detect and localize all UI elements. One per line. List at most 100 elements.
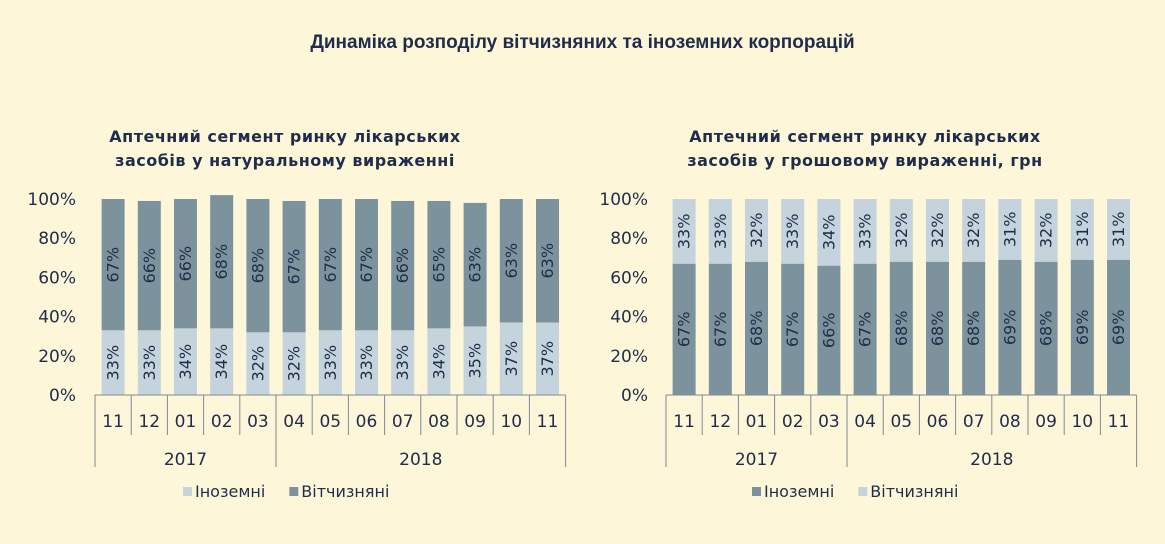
legend-swatch-natural-1 (289, 487, 299, 496)
data-label-natural-s1-10: 63% (466, 247, 485, 283)
data-label-monetary-s0-6: 68% (892, 311, 911, 347)
bar-natural-s1-8 (391, 200, 415, 331)
data-label-monetary-s1-0: 33% (675, 214, 694, 250)
y-tick-label-natural: 80% (38, 229, 76, 249)
year-label-natural: 2018 (399, 450, 442, 470)
legend-label-natural-1: Вітчизняні (301, 482, 389, 501)
data-label-monetary-s0-3: 67% (783, 312, 802, 348)
x-tick-label-monetary: 04 (854, 412, 876, 432)
bar-natural-s1-12 (536, 199, 559, 323)
x-tick-label-natural: 06 (356, 412, 378, 432)
bar-natural-s1-4 (246, 199, 270, 333)
data-label-monetary-s0-11: 69% (1073, 310, 1092, 346)
data-label-monetary-s0-7: 68% (928, 311, 947, 347)
data-label-natural-s0-0: 33% (104, 345, 123, 381)
data-label-natural-s0-9: 34% (429, 344, 448, 380)
legend-swatch-monetary-0 (752, 487, 761, 496)
x-tick-label-natural: 09 (464, 412, 486, 432)
data-label-monetary-s1-9: 31% (1000, 212, 1019, 248)
bar-monetary-s1-5 (853, 199, 877, 264)
bar-monetary-s0-5 (853, 263, 877, 395)
x-tick-label-natural: 04 (283, 412, 305, 432)
y-tick-label-monetary: 20% (610, 347, 648, 367)
data-label-natural-s1-9: 65% (429, 247, 448, 283)
data-label-natural-s0-7: 33% (357, 345, 376, 381)
bar-natural-s0-10 (463, 326, 487, 395)
bar-monetary-s1-9 (998, 199, 1022, 260)
x-tick-label-natural: 08 (428, 412, 450, 432)
bar-monetary-s1-12 (1107, 199, 1130, 260)
data-label-monetary-s1-7: 32% (928, 213, 947, 249)
y-tick-label-monetary: 40% (610, 308, 648, 328)
bar-natural-s0-7 (355, 330, 378, 395)
bar-natural-s1-1 (137, 200, 161, 331)
bar-natural-s0-5 (282, 332, 306, 395)
y-tick-label-natural: 100% (27, 190, 76, 210)
x-tick-label-monetary: 09 (1035, 412, 1057, 432)
bar-natural-s1-0 (101, 199, 125, 331)
bar-natural-s1-11 (499, 199, 523, 323)
data-label-monetary-s0-2: 68% (747, 311, 766, 347)
data-label-monetary-s1-4: 34% (819, 215, 838, 251)
chart-title-monetary-line-2: засобів у грошовому вираженні, грн (687, 151, 1043, 170)
bar-natural-s1-7 (355, 199, 378, 331)
legend-swatch-natural-0 (183, 487, 192, 496)
legend-swatch-monetary-1 (858, 487, 868, 496)
bar-monetary-s0-10 (1034, 261, 1058, 395)
bar-monetary-s1-3 (781, 199, 805, 264)
x-tick-label-monetary: 11 (1108, 412, 1130, 432)
data-label-monetary-s1-2: 32% (747, 213, 766, 249)
data-label-monetary-s0-8: 68% (964, 311, 983, 347)
bar-natural-s0-2 (174, 328, 197, 395)
y-tick-label-natural: 0% (49, 386, 76, 406)
bar-natural-s0-3 (210, 328, 234, 395)
bar-monetary-s1-6 (889, 199, 913, 262)
bar-monetary-s1-4 (817, 199, 841, 266)
data-label-natural-s1-6: 67% (321, 247, 340, 283)
bar-natural-s0-12 (536, 322, 559, 395)
data-label-natural-s1-2: 66% (176, 246, 195, 282)
bar-monetary-s0-3 (781, 263, 805, 395)
data-label-natural-s1-5: 67% (285, 249, 304, 285)
data-label-natural-s1-7: 67% (357, 247, 376, 283)
data-label-monetary-s0-10: 68% (1037, 311, 1056, 347)
data-label-natural-s1-0: 67% (104, 247, 123, 283)
bar-monetary-s0-4 (817, 265, 841, 395)
x-tick-label-monetary: 02 (782, 412, 804, 432)
data-label-monetary-s0-1: 67% (711, 312, 730, 348)
y-tick-label-monetary: 60% (610, 268, 648, 288)
year-label-natural: 2017 (164, 450, 207, 470)
bar-monetary-s1-1 (708, 199, 732, 264)
data-label-monetary-s0-4: 66% (819, 313, 838, 349)
data-label-natural-s1-8: 66% (393, 248, 412, 284)
data-label-monetary-s1-6: 32% (892, 213, 911, 249)
data-label-natural-s1-11: 63% (502, 243, 521, 279)
year-label-monetary: 2017 (735, 450, 778, 470)
data-label-monetary-s1-3: 33% (783, 214, 802, 250)
legend-label-monetary-0: Іноземні (764, 482, 834, 501)
y-tick-label-natural: 40% (38, 308, 76, 328)
bar-natural-s0-8 (391, 330, 415, 395)
x-tick-label-natural: 10 (500, 412, 522, 432)
data-label-monetary-s1-1: 33% (711, 214, 730, 250)
bar-natural-s0-4 (246, 332, 270, 395)
x-tick-label-monetary: 03 (818, 412, 840, 432)
bar-natural-s0-9 (427, 328, 451, 395)
data-label-natural-s0-10: 35% (466, 343, 485, 379)
data-label-natural-s0-6: 33% (321, 345, 340, 381)
year-label-monetary: 2018 (970, 450, 1013, 470)
x-tick-label-monetary: 12 (709, 412, 731, 432)
x-tick-label-natural: 02 (211, 412, 233, 432)
bar-natural-s0-1 (137, 330, 161, 395)
x-tick-label-natural: 12 (138, 412, 160, 432)
x-tick-label-natural: 03 (247, 412, 269, 432)
x-tick-label-natural: 01 (175, 412, 197, 432)
data-label-natural-s1-4: 68% (248, 248, 267, 284)
data-label-natural-s0-12: 37% (538, 341, 557, 377)
bar-monetary-s1-0 (672, 199, 696, 264)
bar-monetary-s0-9 (998, 259, 1022, 395)
bar-natural-s1-3 (210, 195, 234, 329)
bar-natural-s1-10 (463, 202, 487, 327)
legend-label-natural-0: Іноземні (195, 482, 265, 501)
